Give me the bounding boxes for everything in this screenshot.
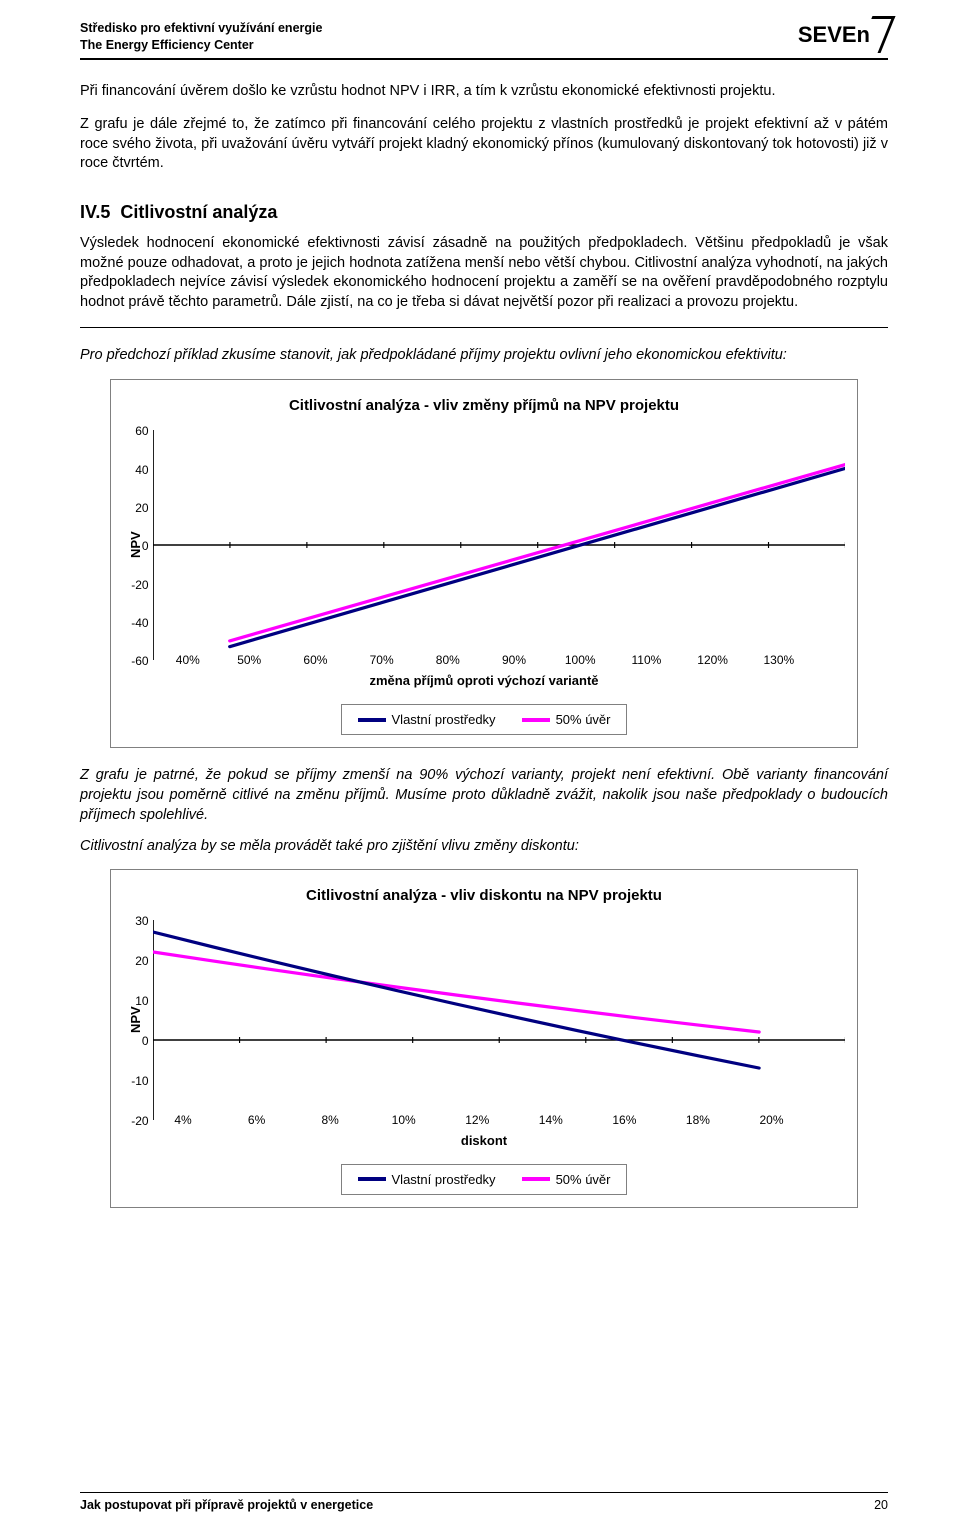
legend2-label-own: Vlastní prostředky — [392, 1171, 496, 1189]
legend-swatch-own — [358, 718, 386, 722]
chart1-svg — [153, 430, 845, 660]
seven-logo: SEVEn — [798, 20, 888, 50]
legend2-item-own: Vlastní prostředky — [358, 1171, 496, 1189]
paragraph-3: Výsledek hodnocení ekonomické efektivnos… — [80, 234, 888, 312]
legend-label-own: Vlastní prostředky — [392, 711, 496, 729]
legend2-swatch-own — [358, 1177, 386, 1181]
section-title: Citlivostní analýza — [120, 202, 277, 222]
chart1-title: Citlivostní analýza - vliv změny příjmů … — [123, 396, 845, 416]
legend-item-own: Vlastní prostředky — [358, 711, 496, 729]
org-block: Středisko pro efektivní využívání energi… — [80, 20, 322, 54]
org-name-cs: Středisko pro efektivní využívání energi… — [80, 20, 322, 37]
paragraph-1: Při financování úvěrem došlo ke vzrůstu … — [80, 82, 888, 102]
section-heading: IV.5 Citlivostní analýza — [80, 200, 888, 224]
legend-label-loan: 50% úvěr — [556, 711, 611, 729]
chart2-title: Citlivostní analýza - vliv diskontu na N… — [123, 886, 845, 906]
page-header: Středisko pro efektivní využívání energi… — [80, 20, 888, 60]
legend2-swatch-loan — [522, 1177, 550, 1181]
example-intro: Pro předchozí příklad zkusíme stanovit, … — [80, 346, 888, 366]
chart2-ylabel: NPV — [123, 920, 149, 1120]
chart2-plot — [153, 920, 845, 1120]
chart2-xlabel: diskont — [123, 1132, 845, 1150]
chart2-svg — [153, 920, 845, 1120]
legend2-item-loan: 50% úvěr — [522, 1171, 611, 1189]
legend2-label-loan: 50% úvěr — [556, 1171, 611, 1189]
paragraph-2: Z grafu je dále zřejmé to, že zatímco př… — [80, 115, 888, 174]
chart1-plot — [153, 430, 845, 660]
page-footer: Jak postupovat při přípravě projektů v e… — [80, 1492, 888, 1514]
chart1-legend: Vlastní prostředky 50% úvěr — [341, 704, 628, 736]
paragraph-4: Z grafu je patrné, že pokud se příjmy zm… — [80, 766, 888, 825]
page-number: 20 — [874, 1497, 888, 1514]
chart-sensitivity-discount: Citlivostní analýza - vliv diskontu na N… — [110, 869, 858, 1208]
org-name-en: The Energy Efficiency Center — [80, 37, 322, 54]
footer-title: Jak postupovat při přípravě projektů v e… — [80, 1497, 373, 1514]
legend-item-loan: 50% úvěr — [522, 711, 611, 729]
paragraph-5: Citlivostní analýza by se měla provádět … — [80, 837, 888, 857]
chart-sensitivity-income: Citlivostní analýza - vliv změny příjmů … — [110, 379, 858, 748]
chart1-xlabel: změna příjmů oproti výchozí variantě — [123, 672, 845, 690]
section-number: IV.5 — [80, 202, 110, 222]
legend-swatch-loan — [522, 718, 550, 722]
chart2-legend: Vlastní prostředky 50% úvěr — [341, 1164, 628, 1196]
